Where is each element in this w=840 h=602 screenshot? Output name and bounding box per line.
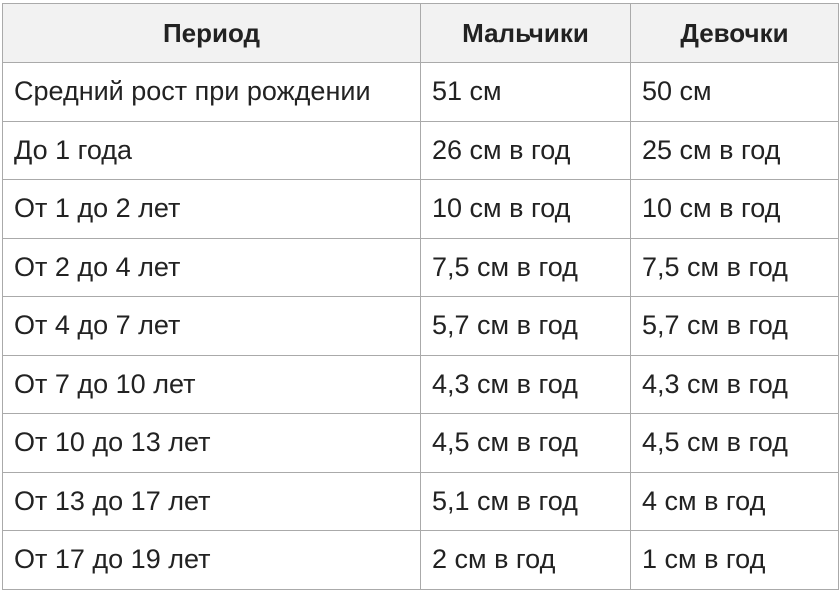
- girls-cell: 4,3 см в год: [630, 354, 839, 414]
- header-boys: Мальчики: [420, 3, 631, 63]
- boys-cell: 51 см: [420, 62, 631, 122]
- table-row: От 7 до 10 лет 4,3 см в год 4,3 см в год: [2, 354, 839, 414]
- girls-cell: 7,5 см в год: [630, 237, 839, 297]
- girls-cell: 4 см в год: [630, 471, 839, 531]
- boys-cell: 7,5 см в год: [420, 237, 631, 297]
- boys-cell: 4,5 см в год: [420, 413, 631, 473]
- girls-cell: 50 см: [630, 62, 839, 122]
- period-cell: От 17 до 19 лет: [2, 530, 421, 590]
- period-cell: Средний рост при рождении: [2, 62, 421, 122]
- girls-cell: 10 см в год: [630, 179, 839, 239]
- period-cell: От 4 до 7 лет: [2, 296, 421, 356]
- period-cell: От 1 до 2 лет: [2, 179, 421, 239]
- boys-cell: 26 см в год: [420, 120, 631, 180]
- boys-cell: 4,3 см в год: [420, 354, 631, 414]
- girls-cell: 4,5 см в год: [630, 413, 839, 473]
- boys-cell: 10 см в год: [420, 179, 631, 239]
- boys-cell: 2 см в год: [420, 530, 631, 590]
- period-cell: От 2 до 4 лет: [2, 237, 421, 297]
- table-row: От 17 до 19 лет 2 см в год 1 см в год: [2, 530, 839, 590]
- period-cell: От 13 до 17 лет: [2, 471, 421, 531]
- header-period: Период: [2, 3, 421, 63]
- table-row: До 1 года 26 см в год 25 см в год: [2, 120, 839, 180]
- table-row: От 10 до 13 лет 4,5 см в год 4,5 см в го…: [2, 413, 839, 473]
- header-girls: Девочки: [630, 3, 839, 63]
- girls-cell: 5,7 см в год: [630, 296, 839, 356]
- table-row: От 2 до 4 лет 7,5 см в год 7,5 см в год: [2, 237, 839, 297]
- table-header-row: Период Мальчики Девочки: [2, 3, 839, 63]
- table-row: От 1 до 2 лет 10 см в год 10 см в год: [2, 179, 839, 239]
- boys-cell: 5,1 см в год: [420, 471, 631, 531]
- table-row: Средний рост при рождении 51 см 50 см: [2, 62, 839, 122]
- growth-rate-table: Период Мальчики Девочки Средний рост при…: [2, 3, 839, 590]
- period-cell: От 10 до 13 лет: [2, 413, 421, 473]
- boys-cell: 5,7 см в год: [420, 296, 631, 356]
- girls-cell: 25 см в год: [630, 120, 839, 180]
- period-cell: От 7 до 10 лет: [2, 354, 421, 414]
- table-row: От 13 до 17 лет 5,1 см в год 4 см в год: [2, 471, 839, 531]
- girls-cell: 1 см в год: [630, 530, 839, 590]
- period-cell: До 1 года: [2, 120, 421, 180]
- table-row: От 4 до 7 лет 5,7 см в год 5,7 см в год: [2, 296, 839, 356]
